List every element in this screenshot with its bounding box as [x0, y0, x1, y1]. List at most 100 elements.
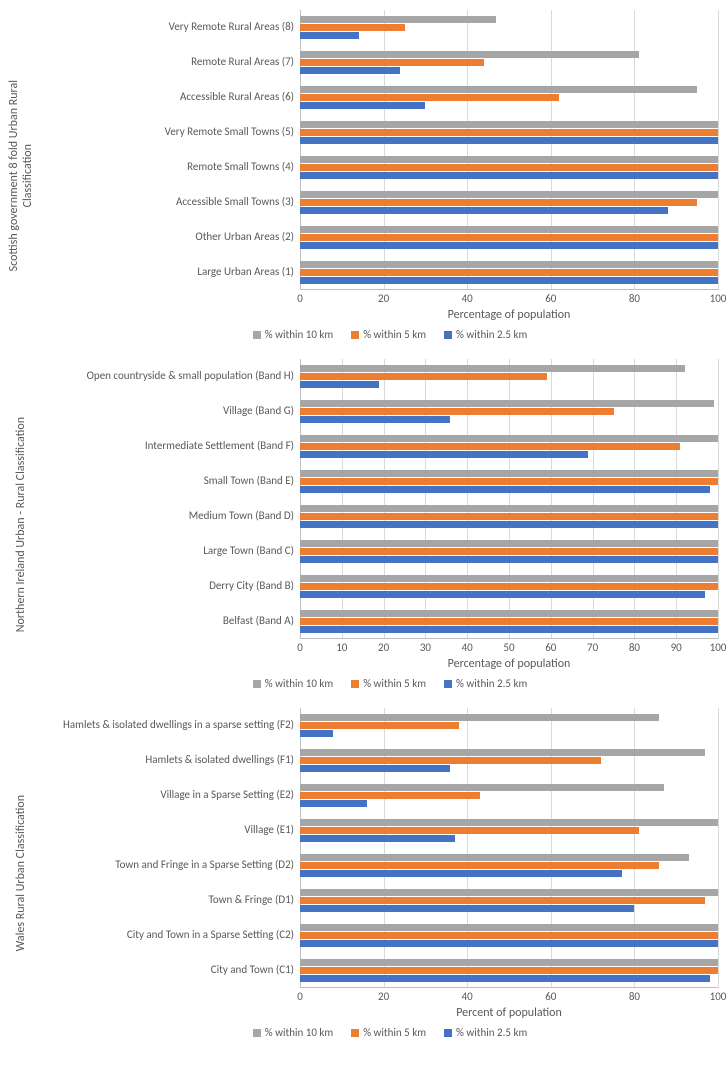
- x-axis-ticks: 020406080100: [300, 292, 718, 306]
- bar-10km: [300, 540, 718, 547]
- bar-group: [300, 953, 718, 988]
- category-label: Accessible Small Towns (3): [32, 185, 294, 220]
- bars-area: [300, 708, 718, 988]
- bar-group: [300, 918, 718, 953]
- bar-10km: [300, 505, 718, 512]
- chart-block: Very Remote Rural Areas (8)Remote Rural …: [32, 10, 718, 341]
- bar-groups: [300, 708, 718, 988]
- legend-swatch-icon: [351, 331, 359, 339]
- bar-2-5km: [300, 486, 710, 493]
- bar-10km: [300, 16, 496, 23]
- x-axis-ticks: 020406080100: [300, 990, 718, 1004]
- bar-2-5km: [300, 137, 718, 144]
- legend-label: % within 5 km: [363, 1026, 426, 1039]
- legend: % within 10 km % within 5 km % within 2.5 …: [62, 1026, 718, 1039]
- bar-10km: [300, 854, 689, 861]
- bar-5km: [300, 862, 659, 869]
- bar-groups: [300, 359, 718, 639]
- legend-swatch-icon: [351, 680, 359, 688]
- bar-5km: [300, 932, 718, 939]
- legend-item-2-5km: % within 2.5 km: [444, 1026, 527, 1039]
- category-label: Accessible Rural Areas (6): [32, 80, 294, 115]
- bar-2-5km: [300, 940, 718, 947]
- legend-swatch-icon: [444, 680, 452, 688]
- legend-swatch-icon: [253, 331, 261, 339]
- bar-2-5km: [300, 730, 333, 737]
- plot-area: Very Remote Rural Areas (8)Remote Rural …: [32, 10, 718, 290]
- x-tick-label: 100: [710, 292, 727, 305]
- legend-item-5km: % within 5 km: [351, 677, 426, 690]
- x-tick-label: 0: [297, 990, 303, 1003]
- category-label: City and Town in a Sparse Setting (C2): [32, 918, 294, 953]
- bar-group: [300, 359, 718, 394]
- bar-group: [300, 848, 718, 883]
- legend-label: % within 5 km: [363, 677, 426, 690]
- bar-5km: [300, 59, 484, 66]
- chart-panel-scotland: Scottish government 8 fold Urban Rural C…: [10, 10, 718, 341]
- x-axis: 020406080100: [32, 292, 718, 306]
- bar-10km: [300, 959, 718, 966]
- bar-5km: [300, 164, 718, 171]
- legend-label: % within 5 km: [363, 328, 426, 341]
- category-label: Village (E1): [32, 813, 294, 848]
- y-axis-title: Wales Rural Urban Classification: [10, 708, 32, 1039]
- bar-5km: [300, 722, 459, 729]
- bar-2-5km: [300, 32, 359, 39]
- bar-group: [300, 604, 718, 639]
- bar-10km: [300, 51, 639, 58]
- x-axis-ticks: 0102030405060708090100: [300, 641, 718, 655]
- bar-10km: [300, 749, 705, 756]
- bar-5km: [300, 443, 680, 450]
- category-label: Intermediate Settlement (Band F): [32, 429, 294, 464]
- bar-10km: [300, 924, 718, 931]
- x-tick-label: 0: [297, 292, 303, 305]
- bar-2-5km: [300, 381, 379, 388]
- category-label: Very Remote Small Towns (5): [32, 115, 294, 150]
- legend-item-10km: % within 10 km: [253, 328, 333, 341]
- gridline: [718, 359, 719, 639]
- bar-2-5km: [300, 416, 450, 423]
- category-labels: Very Remote Rural Areas (8)Remote Rural …: [32, 10, 300, 290]
- category-label: Derry City (Band B): [32, 569, 294, 604]
- x-tick-label: 80: [629, 292, 640, 305]
- bar-5km: [300, 373, 547, 380]
- bar-5km: [300, 897, 705, 904]
- bar-group: [300, 185, 718, 220]
- bar-2-5km: [300, 765, 450, 772]
- gridline: [718, 10, 719, 290]
- category-label: Hamlets & isolated dwellings (F1): [32, 743, 294, 778]
- bar-group: [300, 150, 718, 185]
- legend-label: % within 10 km: [265, 1026, 333, 1039]
- chart-block: Open countryside & small population (Ban…: [32, 359, 718, 690]
- legend-label: % within 10 km: [265, 677, 333, 690]
- x-axis: 0102030405060708090100: [32, 641, 718, 655]
- bar-group: [300, 255, 718, 290]
- legend-label: % within 2.5 km: [456, 328, 527, 341]
- bar-group: [300, 10, 718, 45]
- bar-10km: [300, 575, 718, 582]
- bar-5km: [300, 618, 718, 625]
- legend-swatch-icon: [444, 331, 452, 339]
- bar-10km: [300, 121, 718, 128]
- bar-10km: [300, 435, 718, 442]
- bar-2-5km: [300, 102, 425, 109]
- plot-area: Open countryside & small population (Ban…: [32, 359, 718, 639]
- bar-group: [300, 464, 718, 499]
- bar-10km: [300, 470, 718, 477]
- category-label: Small Town (Band E): [32, 464, 294, 499]
- legend-item-5km: % within 5 km: [351, 328, 426, 341]
- category-label: Large Town (Band C): [32, 534, 294, 569]
- category-label: Village in a Sparse Setting (E2): [32, 778, 294, 813]
- bar-10km: [300, 610, 718, 617]
- bar-group: [300, 394, 718, 429]
- bar-5km: [300, 408, 614, 415]
- category-label: Remote Small Towns (4): [32, 150, 294, 185]
- legend-item-2-5km: % within 2.5 km: [444, 677, 527, 690]
- bar-10km: [300, 261, 718, 268]
- category-labels: Hamlets & isolated dwellings in a sparse…: [32, 708, 300, 988]
- category-labels: Open countryside & small population (Ban…: [32, 359, 300, 639]
- chart-panel-ni: Northern Ireland Urban - Rural Classific…: [10, 359, 718, 690]
- bar-2-5km: [300, 905, 634, 912]
- legend: % within 10 km % within 5 km % within 2.5 …: [62, 677, 718, 690]
- chart-block: Hamlets & isolated dwellings in a sparse…: [32, 708, 718, 1039]
